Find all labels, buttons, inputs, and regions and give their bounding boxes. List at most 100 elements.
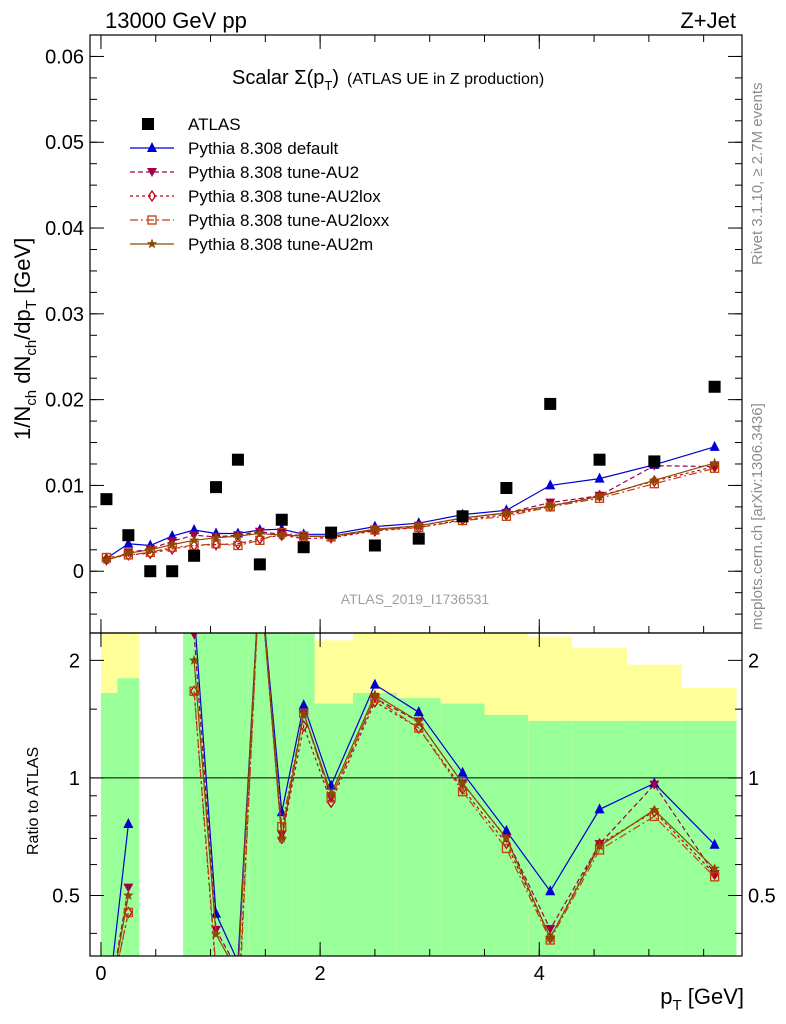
series-line: [106, 466, 715, 560]
ratio-uncertainty-bands: [100, 633, 737, 956]
ratio-series-point: [123, 883, 134, 893]
ratio-y-tick-label-right: 2: [748, 650, 759, 672]
ratio-series-point: [276, 832, 287, 843]
x-tick-label: 2: [315, 963, 326, 985]
ratio-band-green: [440, 703, 485, 956]
ratio-series-point: [189, 686, 199, 696]
series-point: [210, 532, 222, 543]
ratio-axes: 0.5 0.5 1 1 2 2 0 2 4: [52, 633, 776, 985]
ratio-frame: [89, 632, 743, 957]
series-point: [211, 538, 221, 551]
ratio-series-point: [649, 804, 660, 815]
y-tick-label: 0.02: [45, 390, 84, 412]
legend-marker: [146, 238, 158, 249]
series-point: [232, 530, 244, 541]
plot-title: Scalar Σ(pT) (ATLAS UE in Z production): [232, 67, 544, 93]
series-point: [254, 528, 266, 538]
ratio-series-point: [123, 818, 134, 829]
data-point: [231, 453, 244, 466]
rivet-label: Rivet 3.1.10, ≥ 2.7M events: [749, 83, 766, 266]
data-point: [275, 513, 288, 526]
y-tick-label: 0.06: [45, 46, 84, 68]
series-point: [594, 472, 605, 483]
ratio-series-point: [298, 707, 309, 718]
data-point: [544, 397, 557, 410]
series-point: [369, 523, 381, 534]
data-point: [253, 558, 266, 571]
ratio-band-green: [205, 633, 227, 956]
ratio-series-point: [501, 824, 512, 835]
data-point: [412, 532, 425, 545]
ratio-series-point: [211, 907, 222, 918]
ratio-series-point: [457, 777, 468, 788]
ratio-band-green: [117, 678, 140, 956]
ratio-series: [112, 633, 720, 956]
legend-label-atlas: ATLAS: [188, 115, 241, 134]
legend-marker: [147, 189, 157, 203]
series-point: [123, 537, 134, 548]
x-tick-label: 4: [534, 963, 545, 985]
series-point: [413, 520, 424, 531]
ratio-series-point: [413, 716, 424, 726]
legend-marker: [147, 142, 157, 152]
mcplots-label: mcplots.cern.ch [arXiv:1306.3436]: [749, 403, 766, 630]
ratio-series-point: [413, 706, 424, 717]
y-tick-label: 0.01: [45, 475, 84, 497]
series-point: [145, 544, 156, 555]
ratio-series-line: [112, 824, 129, 956]
series-point: [167, 539, 178, 550]
legend-label: Pythia 8.308 tune-AU2loxx: [188, 211, 390, 230]
ratio-y-tick-label: 0.5: [52, 886, 80, 908]
ratio-band-green: [528, 720, 573, 956]
y-axis-label: 1/Nch dNch/dpT [GeV]: [10, 238, 40, 440]
series-point: [709, 457, 720, 468]
ratio-band-green: [292, 633, 315, 956]
legend-marker: [147, 215, 157, 225]
ratio-band-green: [626, 720, 682, 956]
data-point: [368, 539, 381, 552]
ratio-band-green: [314, 703, 353, 956]
ratio-series-point: [545, 925, 556, 935]
ratio-series-point: [545, 932, 556, 943]
ratio-series-point: [594, 803, 605, 814]
legend-label: Pythia 8.308 tune-AU2m: [188, 235, 373, 254]
analysis-watermark: ATLAS_2019_I1736531: [341, 591, 490, 607]
series-point: [545, 500, 556, 511]
ratio-series-point: [649, 780, 660, 790]
series-point: [233, 540, 243, 551]
data-point: [166, 565, 179, 578]
ratio-series-point: [123, 907, 134, 918]
ratio-band-green: [100, 692, 118, 956]
ratio-series-point: [325, 788, 337, 799]
x-axis-label: pT [GeV]: [660, 984, 744, 1014]
legend: ATLAS Pythia 8.308 default Pythia 8.308 tu…: [130, 115, 390, 254]
ratio-y-tick-label: 2: [69, 650, 80, 672]
x-tick-label: 0: [95, 963, 106, 985]
ratio-series-point: [709, 863, 720, 873]
legend-marker: [147, 168, 157, 177]
header-process: Z+Jet: [680, 8, 736, 33]
ratio-series-point: [188, 654, 200, 665]
ratio-band-green: [248, 633, 271, 956]
header-energy: 13000 GeV pp: [105, 8, 247, 33]
legend-label: Pythia 8.308 tune-AU2: [188, 163, 359, 182]
series-point: [649, 474, 660, 485]
ratio-series-line: [193, 633, 716, 956]
data-point: [648, 455, 661, 468]
ratio-band-green: [396, 698, 441, 956]
ratio-band-green: [270, 633, 293, 956]
ratio-series-point: [709, 872, 720, 882]
series-point: [276, 529, 287, 540]
y-tick-label: 0: [73, 561, 84, 583]
data-point: [210, 481, 223, 494]
ratio-y-tick-label-right: 1: [748, 768, 759, 790]
series-point: [188, 534, 200, 545]
series-point: [101, 554, 112, 565]
series-point: [298, 530, 309, 541]
legend-label: Pythia 8.308 default: [188, 139, 339, 158]
ratio-series-point: [649, 811, 659, 822]
legend-marker-atlas: [142, 118, 154, 130]
ratio-series-point: [709, 838, 720, 849]
ratio-series-point: [595, 837, 604, 851]
ratio-band-green: [352, 692, 397, 956]
